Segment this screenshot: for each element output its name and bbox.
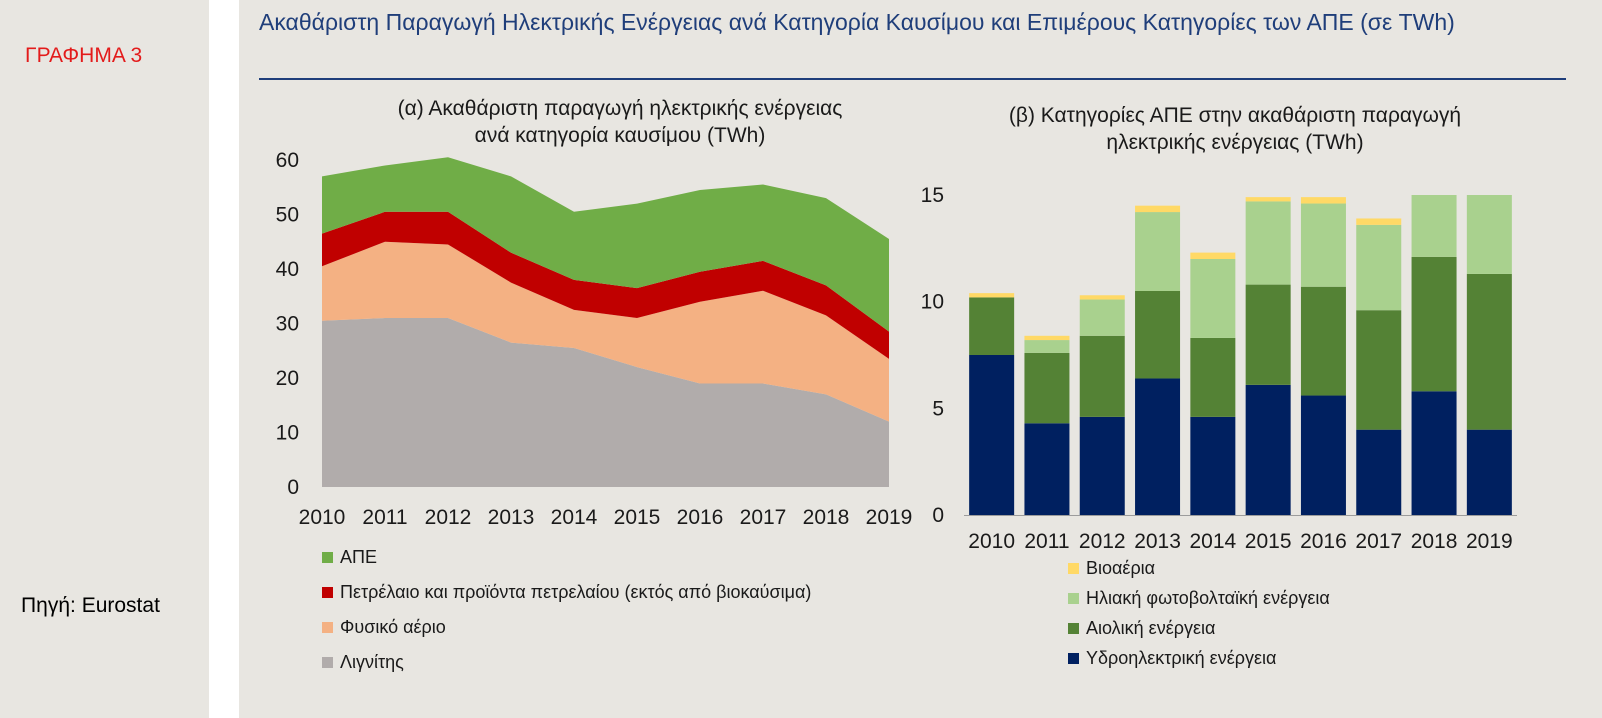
legend-swatch bbox=[322, 622, 333, 633]
chart-b-legend-item: Αιολική ενέργεια bbox=[1068, 613, 1330, 643]
legend-label: Ηλιακή φωτοβολταϊκή ενέργεια bbox=[1086, 587, 1330, 608]
legend-swatch bbox=[322, 587, 333, 598]
chart-a-legend-item: Λιγνίτης bbox=[322, 645, 811, 680]
source-note: Πηγή: Eurostat bbox=[21, 594, 160, 617]
chart-a-legend-item: Πετρέλαιο και προϊόντα πετρελαίου (εκτός… bbox=[322, 575, 811, 610]
chart-b-legend-item: Υδροηλεκτρική ενέργεια bbox=[1068, 643, 1330, 673]
chart-b-legend-item: Βιοαέρια bbox=[1068, 553, 1330, 583]
chart-a-legend: ΑΠΕ Πετρέλαιο και προϊόντα πετρελαίου (εκ… bbox=[322, 540, 811, 680]
left-panel: ΓΡΑΦΗΜΑ 3 Πηγή: Eurostat bbox=[0, 0, 209, 718]
legend-label: Πετρέλαιο και προϊόντα πετρελαίου (εκτός… bbox=[340, 582, 812, 602]
chart-b-legend: Βιοαέρια Ηλιακή φωτοβολταϊκή ενέργεια Αιολ… bbox=[1068, 553, 1330, 673]
legend-swatch bbox=[1068, 622, 1079, 634]
figure-label: ΓΡΑΦΗΜΑ 3 bbox=[25, 44, 143, 67]
legend-swatch bbox=[322, 657, 333, 668]
title-divider bbox=[259, 78, 1566, 80]
chart-a-legend-item: ΑΠΕ bbox=[322, 540, 811, 575]
legend-label: Φυσικό αέριο bbox=[340, 617, 446, 637]
legend-swatch bbox=[1068, 592, 1079, 604]
legend-label: Υδροηλεκτρική ενέργεια bbox=[1086, 647, 1277, 668]
legend-label: ΑΠΕ bbox=[340, 547, 378, 567]
legend-swatch bbox=[322, 552, 333, 563]
legend-swatch bbox=[1068, 652, 1079, 664]
legend-label: Αιολική ενέργεια bbox=[1086, 617, 1216, 638]
panel-separator bbox=[209, 0, 239, 718]
legend-label: Λιγνίτης bbox=[340, 652, 404, 672]
legend-swatch bbox=[1068, 562, 1079, 574]
legend-label: Βιοαέρια bbox=[1086, 557, 1156, 578]
chart-b-legend-item: Ηλιακή φωτοβολταϊκή ενέργεια bbox=[1068, 583, 1330, 613]
chart-a-title: (α) Ακαθάριστη παραγωγή ηλεκτρικής ενέργ… bbox=[397, 97, 843, 147]
chart-a-legend-item: Φυσικό αέριο bbox=[322, 610, 811, 645]
chart-b-title: (β) Κατηγορίες ΑΠΕ στην ακαθάριστη παραγ… bbox=[1008, 104, 1462, 154]
page-title: Ακαθάριστη Παραγωγή Ηλεκτρικής Ενέργειας… bbox=[259, 9, 1455, 35]
